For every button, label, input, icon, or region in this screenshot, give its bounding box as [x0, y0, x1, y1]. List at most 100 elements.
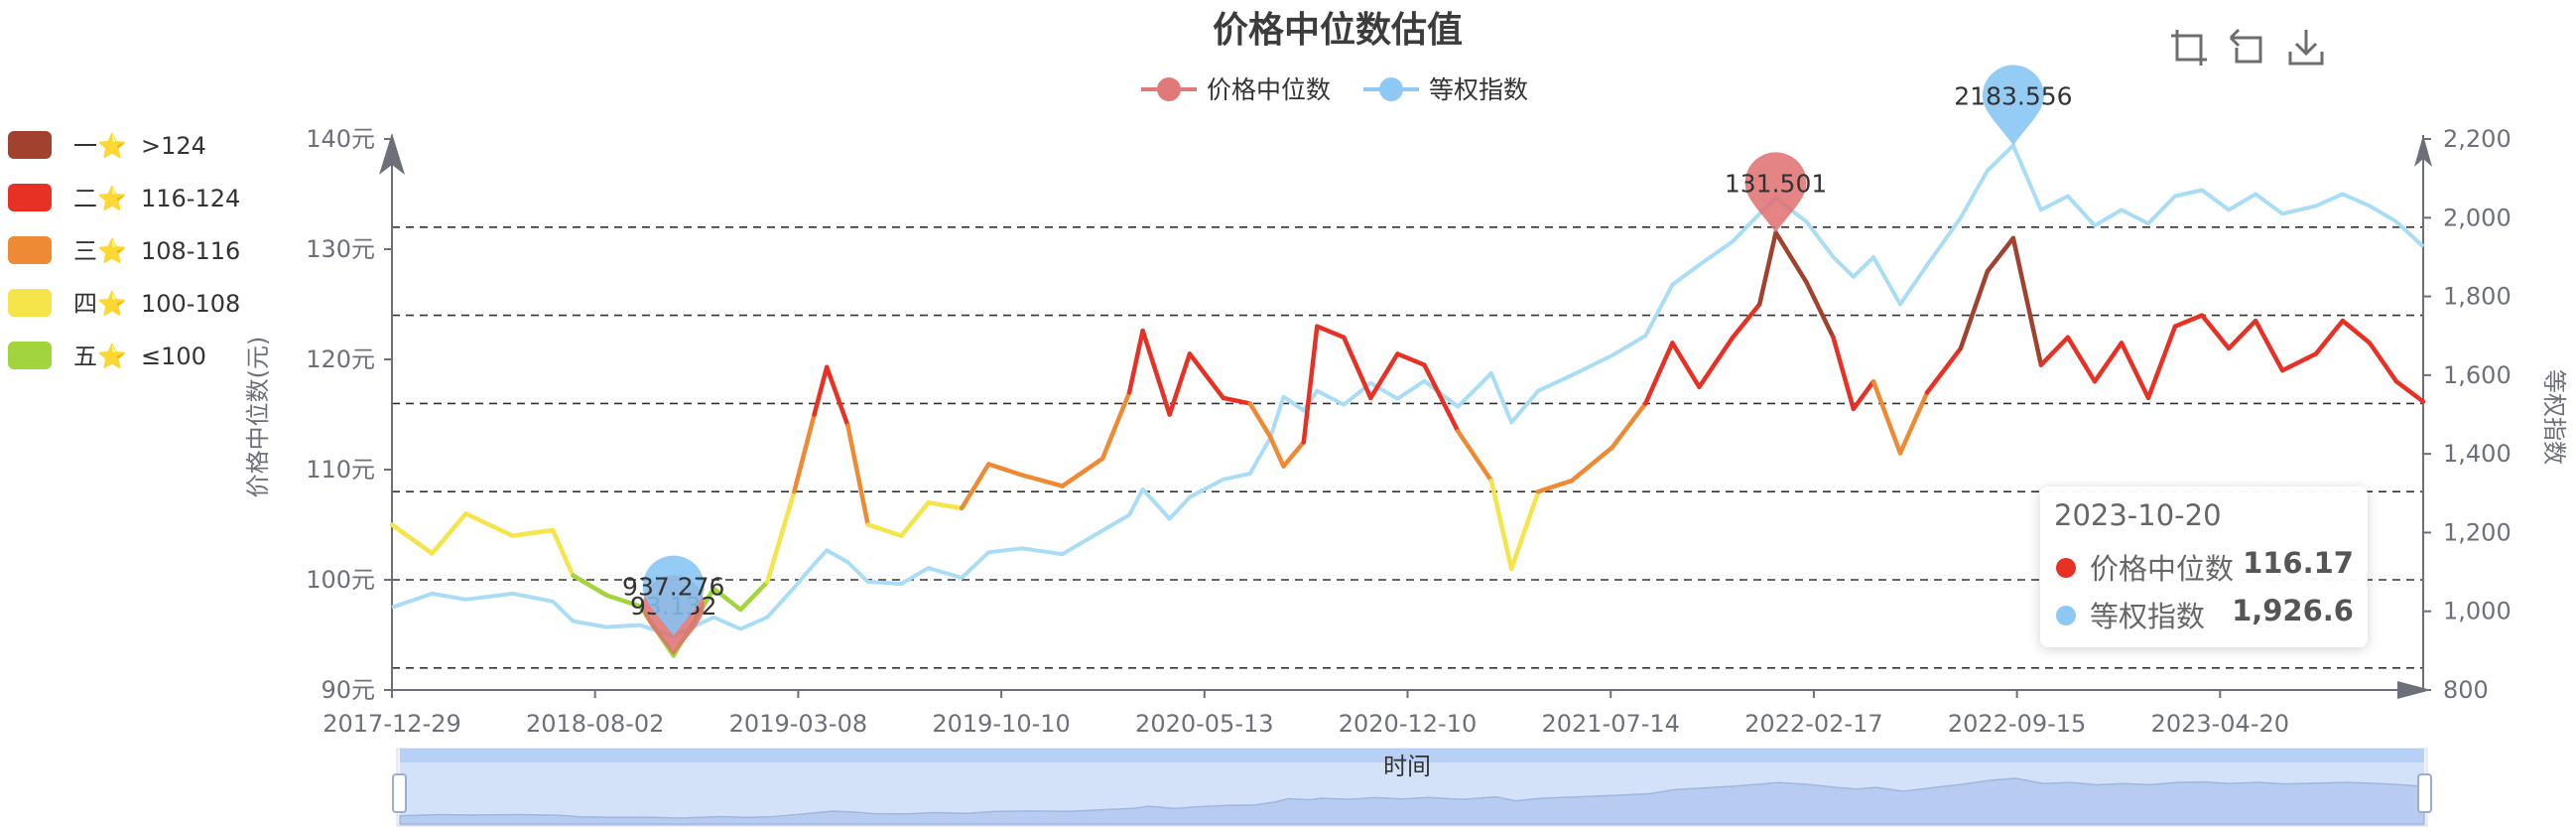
- data-zoom-top-bar: [400, 749, 2424, 762]
- series-segment-median: [1870, 378, 1903, 456]
- series-segment-median: [845, 423, 870, 527]
- tooltip-value-median: 116.17: [2243, 546, 2354, 580]
- mark-point-label: 2183.556: [1954, 82, 2072, 111]
- zoom-select-icon[interactable]: [2171, 30, 2207, 66]
- mark-lines: [392, 226, 2423, 669]
- legend-item-median[interactable]: 价格中位数: [1141, 75, 1331, 104]
- visual-map-piece[interactable]: 二⭐ 116-124: [8, 184, 240, 212]
- visual-map-swatch: [8, 289, 52, 317]
- data-zoom-preview: [399, 777, 2425, 825]
- series-segment-median: [1187, 351, 1225, 401]
- series-segment-median: [1535, 478, 1575, 494]
- series-segment-median: [711, 586, 743, 613]
- series-segment-median: [1221, 395, 1252, 406]
- visual-map-piece-name: 二⭐: [73, 185, 127, 212]
- y-left-tick-label: 110元: [306, 456, 375, 484]
- series-segment-median: [2367, 341, 2399, 384]
- tooltip-row-index: 等权指数 1,926.6: [2054, 594, 2354, 633]
- series-segment-median: [1060, 456, 1105, 488]
- toolbox: [2171, 28, 2324, 66]
- y-left-axis-name: 价格中位数(元): [244, 337, 272, 498]
- x-tick-label: 2022-09-15: [1948, 710, 2086, 738]
- series-segment-median: [2172, 313, 2205, 329]
- series-segment-median: [1126, 328, 1145, 395]
- series-segment-median: [1804, 280, 1836, 341]
- series-segment-median: [1773, 230, 1809, 285]
- series-segment-median: [463, 511, 515, 538]
- tooltip-marker-median: [2056, 558, 2076, 578]
- legend-marker-index: [1379, 77, 1403, 101]
- y-left-tick-label: 140元: [306, 125, 375, 153]
- series-segment-median: [1281, 440, 1307, 469]
- legend-label-index: 等权指数: [1429, 75, 1528, 104]
- legend-marker-median: [1157, 77, 1181, 101]
- tooltip-label-median: 价格中位数: [2090, 552, 2235, 586]
- series-segment-median: [2313, 318, 2346, 356]
- visual-map-piece[interactable]: 三⭐ 108-116: [8, 236, 240, 265]
- data-zoom-label: 时间: [1383, 753, 1431, 780]
- series-segment-median: [2010, 235, 2044, 367]
- y-right-tick-label: 1,800: [2443, 283, 2512, 311]
- series-segment-median: [1697, 335, 1736, 390]
- series-segment-median: [2340, 318, 2373, 346]
- mark-point-index: 937.276: [622, 555, 724, 636]
- visual-map-piece[interactable]: 一⭐ >124: [8, 131, 206, 160]
- series-segment-median: [1167, 351, 1193, 417]
- series-segment-median: [986, 462, 1025, 478]
- legend-item-index[interactable]: 等权指数: [1363, 75, 1528, 104]
- tooltip-row-median: 价格中位数 116.17: [2054, 546, 2354, 586]
- visual-map-swatch: [8, 131, 52, 159]
- visual-map-piece-name: 一⭐: [73, 132, 127, 160]
- series-segment-median: [2092, 341, 2125, 384]
- axes: 90元 100元 110元 120元 130元 140元 800 1,000 1,200 1,40…: [306, 125, 2512, 738]
- zoom-reset-icon[interactable]: [2229, 28, 2262, 64]
- x-tick-label: 2019-03-08: [729, 710, 867, 738]
- visual-map-piece-range: ≤100: [141, 343, 206, 370]
- data-zoom-selection[interactable]: [400, 749, 2424, 826]
- y-right-axis-name: 等权指数: [2540, 369, 2568, 465]
- series-segment-median: [959, 462, 991, 511]
- x-tick-label: 2017-12-29: [322, 710, 460, 738]
- visual-map-swatch: [8, 342, 52, 369]
- legend: 价格中位数 等权指数: [1141, 75, 1528, 104]
- series-segment-median: [1395, 351, 1427, 367]
- series-segment-median: [1342, 335, 1373, 401]
- visual-map-piece[interactable]: 四⭐ 100-108: [8, 289, 240, 318]
- data-zoom-handle-right[interactable]: [2417, 773, 2432, 813]
- mark-point-index: 2183.556: [1954, 65, 2073, 146]
- visual-map-piece-range: 116-124: [141, 185, 240, 212]
- series-segment-median: [899, 500, 931, 538]
- y-right-tick-label: 1,000: [2443, 598, 2512, 625]
- series-segment-median: [765, 488, 797, 585]
- data-zoom-handle-left[interactable]: [392, 773, 407, 813]
- visual-map: 一⭐ >124 二⭐ 116-124 三⭐ 108-116 四⭐ 100-108 五⭐ ≤100: [8, 131, 240, 370]
- series-segment-median: [1301, 324, 1320, 445]
- series-segment-median: [2038, 335, 2071, 367]
- series-segment-median: [1643, 341, 1675, 406]
- mark-point-label: 937.276: [622, 573, 724, 602]
- series-segment-median: [1140, 328, 1172, 417]
- visual-map-piece-range: 108-116: [141, 237, 240, 265]
- series-segment-median: [1670, 341, 1702, 390]
- series: [389, 143, 2426, 658]
- tooltip-date: 2023-10-20: [2054, 498, 2222, 532]
- series-segment-median: [1099, 390, 1132, 462]
- y-right-axis-arrow: [2414, 135, 2432, 167]
- series-segment-median: [1730, 302, 1762, 341]
- data-zoom[interactable]: 时间: [392, 748, 2432, 827]
- series-segment-median: [1019, 473, 1065, 488]
- visual-map-swatch: [8, 184, 52, 211]
- mark-point-median: 131.501: [1725, 152, 1827, 233]
- y-right-tick-label: 1,400: [2443, 440, 2512, 468]
- series-segment-median: [389, 522, 435, 556]
- visual-map-piece[interactable]: 五⭐ ≤100: [8, 342, 206, 370]
- series-segment-median: [1488, 478, 1514, 572]
- series-segment-median: [738, 579, 770, 613]
- visual-map-swatch: [8, 236, 52, 264]
- save-image-icon[interactable]: [2288, 30, 2324, 66]
- y-left-axis-arrow: [379, 133, 405, 175]
- series-segment-median: [865, 522, 904, 538]
- series-segment-median: [603, 593, 643, 609]
